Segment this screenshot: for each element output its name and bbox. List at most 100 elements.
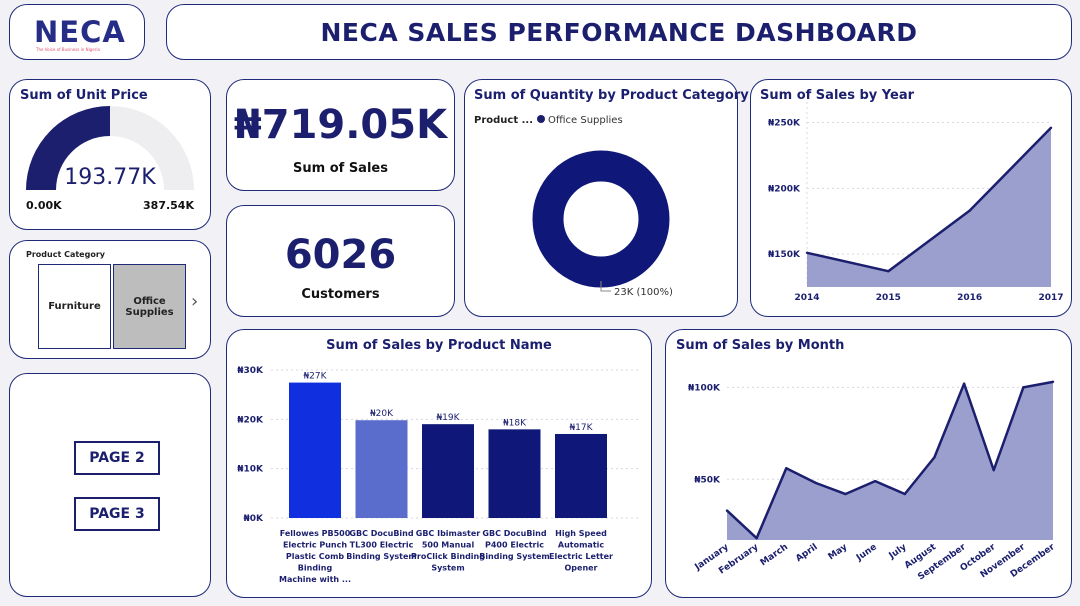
gauge-title: Sum of Unit Price xyxy=(20,88,148,103)
data-point xyxy=(785,467,788,470)
page-3-button[interactable]: PAGE 3 xyxy=(74,497,160,531)
x-tick-label: TL300 Electric xyxy=(350,541,414,550)
data-point xyxy=(844,492,847,496)
gauge-svg: 193.77K 0.00K 387.54K xyxy=(26,106,194,212)
data-point xyxy=(887,270,890,273)
x-tick-label: Binding System xyxy=(479,552,550,561)
x-tick-label: Machine with ... xyxy=(279,575,351,584)
bar xyxy=(422,424,474,518)
kpi-customers-label: Customers xyxy=(301,287,380,302)
x-tick-label: 2017 xyxy=(1038,293,1063,303)
gauge-card: Sum of Unit Price 193.77K 0.00K 387.54K xyxy=(9,79,211,230)
x-tick-label: 2014 xyxy=(794,293,819,303)
x-tick-label: 2015 xyxy=(876,293,901,303)
x-tick-label: Plastic Comb xyxy=(286,552,345,561)
x-tick-label: GBC Ibimaster xyxy=(416,529,481,538)
series-line xyxy=(726,380,1054,540)
slicer-option-office-supplies[interactable]: Office Supplies xyxy=(113,264,186,349)
x-tick-label: Automatic xyxy=(558,541,605,550)
logo-tagline: The Voice of Business in Nigeria xyxy=(36,47,100,52)
sales-by-year-card: Sum of Sales by Year ₦150K ₦200K ₦250K 2014… xyxy=(750,79,1072,317)
x-tick-label: GBC DocuBind xyxy=(349,529,413,538)
data-point xyxy=(962,382,966,385)
x-tick-label: Binding System xyxy=(346,552,417,561)
y-tick-label: ₦250K xyxy=(768,119,801,129)
gauge-max-label: 387.54K xyxy=(143,199,194,212)
y-tick-label: ₦30K xyxy=(237,366,264,376)
kpi-sales-label: Sum of Sales xyxy=(293,161,388,176)
quantity-by-category-card: Sum of Quantity by Product Category Prod… xyxy=(464,79,749,317)
x-tick-label: April xyxy=(794,542,819,564)
donut-slice-office-supplies xyxy=(532,150,670,288)
bar-data-label: ₦27K xyxy=(303,372,327,382)
donut-title: Sum of Quantity by Product Category xyxy=(474,88,749,103)
y-tick-label: ₦100K xyxy=(688,383,721,393)
logo: NECA xyxy=(34,15,126,49)
kpi-sales-value: ₦719.05K xyxy=(233,102,448,148)
gauge-value-arc xyxy=(26,106,110,190)
data-point xyxy=(1022,386,1025,389)
product-category-slicer: Product Category Furniture Office Suppli… xyxy=(9,240,211,359)
x-tick-label: System xyxy=(431,564,464,573)
data-point xyxy=(725,509,729,512)
gauge-min-label: 0.00K xyxy=(26,199,62,212)
x-tick-label: Fellowes PB500 xyxy=(280,529,351,538)
donut-legend-title: Product ... xyxy=(474,115,533,126)
donut-data-label: 23K (100%) xyxy=(614,287,673,298)
kpi-sales-card: ₦719.05K Sum of Sales xyxy=(226,79,455,191)
data-point xyxy=(992,468,995,472)
x-tick-label: 500 Manual xyxy=(422,541,475,550)
bar-data-label: ₦20K xyxy=(370,409,394,419)
bar-data-label: ₦19K xyxy=(436,413,460,423)
slicer-next-icon[interactable]: › xyxy=(191,291,199,312)
donut-legend-item: Office Supplies xyxy=(548,115,623,126)
data-point xyxy=(903,492,907,496)
bar xyxy=(488,429,541,518)
data-point xyxy=(1049,126,1053,129)
data-point xyxy=(755,536,758,540)
area-fill xyxy=(807,127,1051,287)
logo-card: NECA The Voice of Business in Nigeria xyxy=(9,4,145,60)
area-fill xyxy=(727,381,1053,540)
title-card: NECA SALES PERFORMANCE DASHBOARD xyxy=(166,4,1072,60)
data-point xyxy=(1051,380,1055,384)
series-line xyxy=(806,126,1052,273)
page-navigation-card: PAGE 2 PAGE 3 xyxy=(9,373,211,597)
page-2-button[interactable]: PAGE 2 xyxy=(74,441,160,475)
bar xyxy=(289,382,341,518)
kpi-customers-card: 6026 Customers xyxy=(226,205,455,317)
x-tick-label: June xyxy=(854,542,879,564)
donut-legend-marker xyxy=(537,115,545,123)
y-tick-label: ₦200K xyxy=(768,184,801,194)
x-tick-label: P400 Electric xyxy=(485,541,544,550)
x-tick-label: 2016 xyxy=(957,293,982,303)
sales-by-product-card: Sum of Sales by Product Name ₦0K ₦10K ₦20K… xyxy=(226,329,652,598)
slicer-option-furniture[interactable]: Furniture xyxy=(38,264,111,349)
page-title: NECA SALES PERFORMANCE DASHBOARD xyxy=(320,17,918,47)
data-point xyxy=(814,481,818,485)
x-tick-label: Electric Letter xyxy=(549,552,613,561)
slicer-title: Product Category xyxy=(26,250,105,259)
bar xyxy=(555,433,607,518)
y-tick-label: ₦150K xyxy=(768,250,801,260)
donut-label-leader xyxy=(600,281,611,292)
data-point xyxy=(873,479,877,483)
sales-by-month-card: Sum of Sales by Month ₦50K ₦100K January Fe… xyxy=(665,329,1072,598)
bar-data-label: ₦17K xyxy=(569,423,593,433)
gauge-value-label: 193.77K xyxy=(64,165,156,190)
x-tick-label: Binding xyxy=(298,564,333,573)
y-tick-label: ₦10K xyxy=(237,465,264,475)
x-tick-label: GBC DocuBind xyxy=(482,529,546,538)
data-point xyxy=(968,209,971,212)
x-tick-label: July xyxy=(887,542,909,562)
kpi-customers-value: 6026 xyxy=(284,232,397,278)
month-chart-title: Sum of Sales by Month xyxy=(676,338,845,353)
donut-chart: Product ... Office Supplies 23K (100%) xyxy=(474,115,673,298)
y-tick-label: ₦50K xyxy=(694,475,721,485)
bar xyxy=(355,420,408,518)
year-chart: ₦150K ₦200K ₦250K 2014 2015 2016 2017 xyxy=(768,102,1064,303)
x-tick-label: Electric Punch xyxy=(283,541,347,550)
x-tick-label: Opener xyxy=(564,564,597,573)
x-tick-label: March xyxy=(759,542,790,568)
